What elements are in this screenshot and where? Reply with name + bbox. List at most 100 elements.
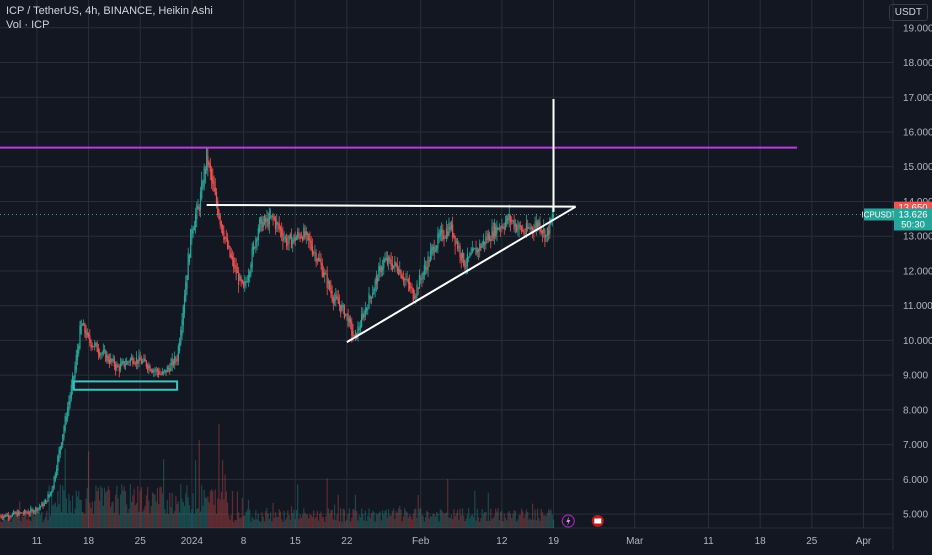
flag-icon[interactable] [591, 515, 604, 527]
candle [183, 289, 186, 318]
candle [5, 512, 7, 518]
volume-bar [544, 515, 546, 528]
candle [449, 221, 451, 233]
candle [222, 224, 224, 236]
volume-bar [487, 492, 489, 528]
candle [319, 250, 321, 263]
volume-bar [192, 493, 194, 528]
candle [37, 507, 39, 514]
volume-bar [187, 497, 189, 528]
volume-bar [432, 513, 434, 528]
candle [212, 168, 214, 192]
volume-bar [186, 485, 188, 528]
volume-bar [410, 516, 412, 528]
volume-bar [475, 520, 477, 528]
volume-bar [193, 513, 195, 528]
volume-bar [306, 514, 309, 528]
volume-bar [547, 509, 550, 528]
candle [4, 514, 6, 519]
candle [44, 498, 47, 504]
candle [338, 294, 341, 312]
lightning-icon[interactable] [561, 514, 575, 528]
currency-button[interactable]: USDT [888, 4, 928, 21]
candle [238, 267, 240, 293]
volume-bar [91, 501, 93, 528]
volume-bar [204, 497, 207, 528]
volume-bar [164, 508, 166, 528]
candle [166, 364, 168, 373]
volume-bar [262, 516, 264, 528]
volume-bar [26, 519, 28, 528]
candle [316, 257, 318, 265]
candle [357, 321, 359, 342]
candle [127, 360, 129, 366]
volume-bar [69, 500, 71, 528]
volume-bar [520, 508, 523, 528]
candle [551, 206, 553, 227]
candle [49, 491, 52, 497]
candle [20, 511, 22, 514]
volume-bar [155, 501, 157, 528]
volume-bar [190, 513, 192, 528]
volume-bar [477, 517, 480, 528]
y-tick-label: 8.000 [903, 405, 928, 416]
volume-bar [480, 518, 482, 528]
candle [304, 225, 306, 240]
candle [201, 171, 203, 201]
volume-bar [438, 521, 440, 528]
volume-bar [169, 492, 171, 528]
volume-bar [140, 487, 143, 528]
volume-bar [408, 514, 411, 528]
candle [64, 413, 66, 433]
volume-bar [536, 508, 539, 528]
volume-bar [257, 513, 259, 528]
volume-bar [162, 459, 165, 528]
candle [298, 228, 300, 240]
volume-bar [233, 521, 235, 528]
price-tag-high-text: 13.650 [898, 203, 927, 214]
volume-bar [417, 494, 419, 528]
volume-bar [402, 516, 405, 528]
volume-bar [239, 517, 241, 528]
price-tag-last-value: 13.626 [898, 209, 927, 220]
candle [155, 366, 157, 376]
volume-bar [545, 516, 547, 528]
candle [295, 234, 298, 241]
candle [408, 274, 411, 292]
y-tick-label: 5.000 [903, 510, 928, 521]
volume-bar [549, 510, 551, 528]
candle [1, 513, 4, 521]
candle [535, 213, 537, 236]
candle [544, 228, 546, 247]
candle [345, 313, 347, 317]
volume-bar [25, 514, 27, 528]
volume-bar [183, 506, 186, 528]
candle [428, 256, 430, 267]
candle [488, 231, 491, 242]
volume-bar [158, 504, 160, 528]
candle [103, 344, 106, 354]
volume-bar [509, 513, 512, 528]
candle [219, 212, 221, 230]
candle [161, 367, 163, 376]
volume-bar [231, 490, 234, 528]
candle [198, 203, 200, 217]
volume-bar [121, 484, 123, 528]
volume-bar [138, 511, 140, 528]
candle [402, 270, 405, 286]
volume-bar [76, 496, 79, 528]
volume-bar [145, 495, 147, 528]
candle [380, 265, 382, 277]
candle [433, 239, 435, 261]
volume-bar [113, 512, 115, 528]
candle [84, 322, 86, 338]
x-tick-label: 19 [548, 536, 560, 547]
candle [541, 229, 544, 243]
candle [150, 368, 152, 374]
volume-bar [12, 517, 15, 528]
candle [396, 257, 398, 274]
volume-bar [271, 521, 273, 528]
candle [70, 379, 72, 402]
